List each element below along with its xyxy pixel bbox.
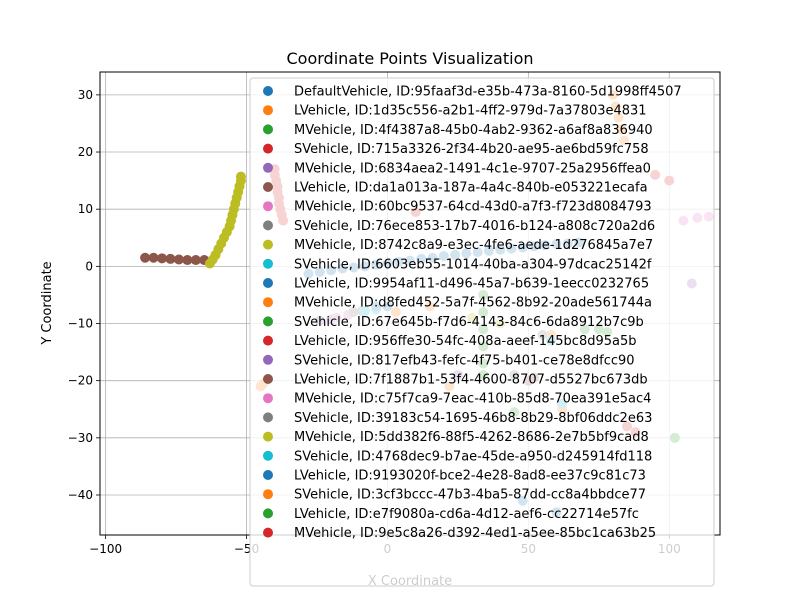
legend-marker (263, 105, 273, 116)
y-tick-label: −40 (68, 488, 93, 502)
y-tick-label: −10 (68, 317, 93, 331)
legend-marker (263, 182, 273, 192)
legend-label: MVehicle, ID:4f4387a8-45b0-4ab2-9362-a6a… (294, 123, 653, 138)
legend-items: DefaultVehicle, ID:95faaf3d-e35b-473a-81… (263, 85, 682, 541)
y-tick-label: 30 (78, 88, 93, 102)
legend-marker (263, 508, 273, 519)
legend-marker (263, 335, 273, 346)
legend-marker (263, 316, 273, 327)
legend-marker (263, 374, 273, 384)
data-point (235, 171, 246, 182)
legend-marker (263, 450, 273, 461)
legend-label: MVehicle, ID:8742c8a9-e3ec-4fe6-aede-1d2… (294, 238, 653, 253)
y-tick-label: −30 (68, 431, 93, 445)
y-tick-label: 10 (78, 202, 93, 216)
legend-label: LVehicle, ID:7f1887b1-53f4-4600-8707-d55… (294, 373, 648, 388)
legend-marker (263, 201, 273, 212)
y-axis-label: Y Coordinate (40, 261, 55, 345)
legend-marker (263, 431, 273, 442)
legend-marker (263, 527, 273, 538)
legend-label: SVehicle, ID:6603eb55-1014-40ba-a304-97d… (294, 257, 652, 272)
data-point (157, 253, 167, 264)
legend-marker (263, 297, 273, 308)
legend-label: LVehicle, ID:da1a013a-187a-4a4c-840b-e05… (294, 181, 648, 196)
legend-label: LVehicle, ID:1d35c556-a2b1-4ff2-979d-7a3… (294, 104, 647, 119)
legend-marker (263, 393, 273, 404)
legend-marker (263, 220, 273, 231)
x-tick-label: −100 (89, 542, 122, 556)
data-point (148, 252, 159, 263)
legend-label: SVehicle, ID:76ece853-17b7-4016-b124-a80… (294, 219, 655, 234)
y-axis-ticks: −40 −30 −20 −10 0 10 20 30 (68, 88, 100, 502)
legend-marker (263, 258, 273, 269)
data-point (190, 255, 201, 266)
legend: DefaultVehicle, ID:95faaf3d-e35b-473a-81… (249, 77, 715, 587)
data-point (182, 255, 193, 266)
legend-label: MVehicle, ID:5dd382f6-88f5-4262-8686-2e7… (294, 430, 649, 445)
data-point (165, 253, 176, 264)
legend-label: LVehicle, ID:9954af11-d496-45a7-b639-1ee… (294, 277, 649, 292)
legend-box (249, 77, 715, 587)
legend-label: SVehicle, ID:67e645b-f7d6-4143-84c6-6da8… (294, 315, 644, 330)
legend-marker (263, 86, 273, 96)
legend-label: SVehicle, ID:715a3326-2f34-4b20-ae95-ae6… (294, 142, 649, 157)
legend-label: SVehicle, ID:39183c54-1695-46b8-8b29-8bf… (294, 411, 652, 426)
legend-label: DefaultVehicle, ID:95faaf3d-e35b-473a-81… (294, 85, 682, 100)
legend-marker (263, 412, 273, 423)
legend-label: MVehicle, ID:60bc9537-64cd-43d0-a7f3-f72… (294, 200, 652, 215)
legend-label: SVehicle, ID:3cf3bccc-47b3-4ba5-87dd-cc8… (294, 488, 646, 503)
legend-label: LVehicle, ID:956ffe30-54fc-408a-aeef-145… (294, 334, 637, 349)
legend-marker (263, 162, 273, 173)
y-tick-label: −20 (68, 374, 93, 388)
legend-marker (263, 143, 273, 154)
legend-marker (263, 470, 273, 480)
y-tick-label: 20 (78, 145, 93, 159)
y-tick-label: 0 (85, 259, 93, 273)
legend-label: LVehicle, ID:e7f9080a-cd6a-4d12-aef6-cc2… (294, 507, 639, 522)
chart-title: Coordinate Points Visualization (286, 49, 533, 68)
series-6 (140, 252, 210, 266)
legend-label: MVehicle, ID:d8fed452-5a7f-4562-8b92-20a… (294, 296, 652, 311)
legend-label: MVehicle, ID:c75f7ca9-7eac-410b-85d8-70e… (294, 392, 651, 407)
legend-label: LVehicle, ID:9193020f-bce2-4e28-8ad8-ee3… (294, 469, 646, 484)
data-point (140, 252, 151, 263)
legend-marker (263, 278, 273, 288)
legend-label: MVehicle, ID:6834aea2-1491-4c1e-9707-25a… (294, 161, 651, 176)
data-point (173, 254, 184, 265)
legend-marker (263, 124, 273, 135)
legend-label: MVehicle, ID:9e5c8a26-d392-4ed1-a5ee-85b… (294, 526, 656, 541)
legend-label: SVehicle, ID:817efb43-fefc-4f75-b401-ce7… (294, 353, 635, 368)
legend-marker (263, 239, 273, 250)
legend-label: SVehicle, ID:4768dec9-b7ae-45de-a950-d24… (294, 449, 652, 464)
series-9 (204, 171, 246, 269)
legend-marker (263, 354, 273, 365)
legend-marker (263, 489, 273, 500)
